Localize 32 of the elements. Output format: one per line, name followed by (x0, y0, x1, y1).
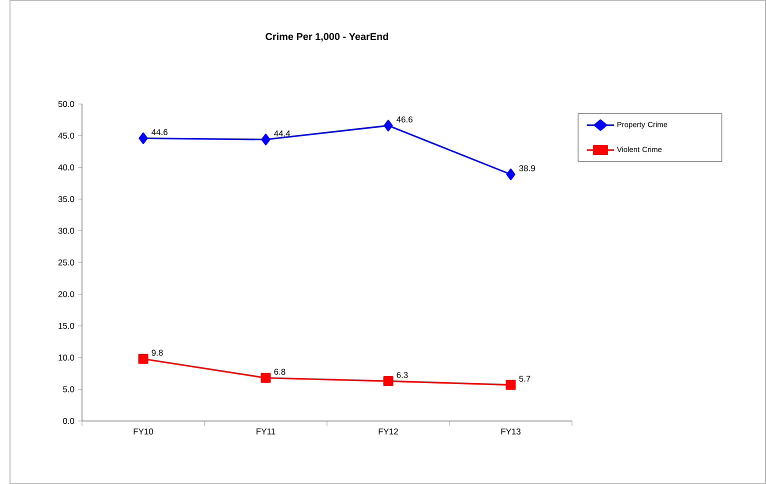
point (506, 380, 516, 390)
y-tick-label: 10.0 (58, 354, 74, 361)
x-tick-label: FY13 (501, 428, 521, 435)
x-tick-label: FY12 (378, 428, 398, 434)
y-tick-label: 35.0 (58, 196, 74, 202)
point (138, 132, 148, 144)
x-tick-label: FY10 (134, 428, 154, 435)
y-tick-label: 15.0 (58, 322, 74, 329)
y-tick-label: 5.0 (63, 386, 74, 392)
point (383, 376, 394, 386)
y-tick-label: 30.0 (58, 228, 74, 234)
y-tick-label: 40.0 (58, 164, 74, 170)
y-tick-label: 45.0 (58, 132, 74, 139)
point (506, 168, 516, 180)
x-tick-label: FY11 (256, 428, 276, 434)
y-tick-label: 50.0 (58, 101, 74, 107)
data-label: 9.8 (152, 350, 163, 356)
data-label: 6.8 (274, 368, 286, 375)
data-label: 44.4 (274, 130, 290, 136)
chart-title: Crime Per 1,000 - YearEnd (266, 32, 388, 42)
y-tick-label: 25.0 (58, 260, 74, 266)
y-tick-label: 0.0 (63, 418, 74, 424)
point (260, 372, 271, 383)
y-tick-label: 20.0 (58, 291, 74, 298)
point (138, 354, 148, 364)
point (384, 120, 393, 132)
data-label: 38.9 (519, 165, 535, 172)
data-label: 44.6 (152, 129, 168, 136)
point (261, 134, 270, 146)
data-label: 5.7 (519, 376, 530, 382)
data-label: 6.3 (396, 372, 408, 378)
data-label: 46.6 (396, 116, 412, 122)
